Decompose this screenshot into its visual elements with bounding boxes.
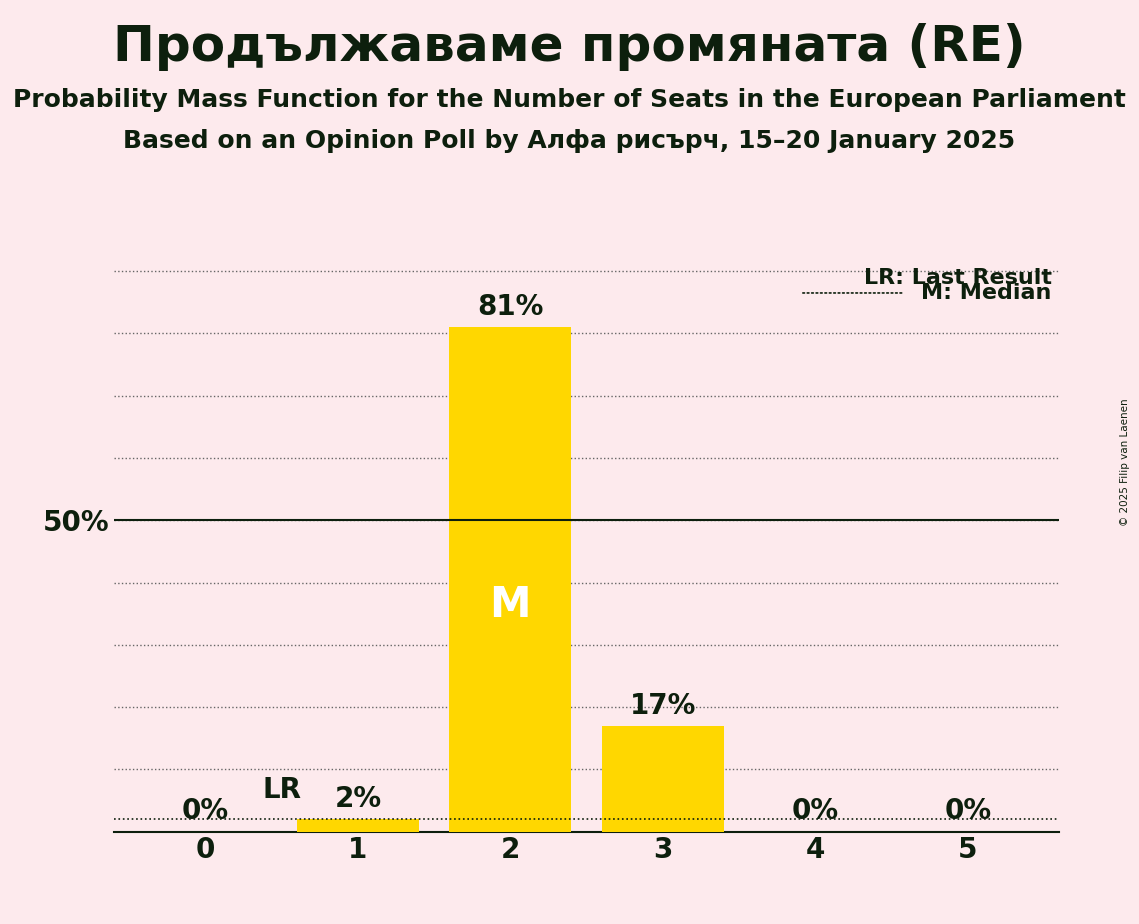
Text: © 2025 Filip van Laenen: © 2025 Filip van Laenen	[1120, 398, 1130, 526]
Text: 0%: 0%	[792, 797, 838, 825]
Text: LR: Last Result: LR: Last Result	[863, 268, 1051, 288]
Text: Probability Mass Function for the Number of Seats in the European Parliament: Probability Mass Function for the Number…	[13, 88, 1126, 112]
Text: 81%: 81%	[477, 293, 543, 321]
Text: Based on an Opinion Poll by Алфа рисърч, 15–20 January 2025: Based on an Opinion Poll by Алфа рисърч,…	[123, 129, 1016, 153]
Text: M: Median: M: Median	[921, 283, 1051, 303]
Text: 17%: 17%	[630, 691, 696, 720]
Text: LR: LR	[262, 775, 301, 804]
Text: 0%: 0%	[944, 797, 991, 825]
Text: 2%: 2%	[335, 784, 382, 813]
Bar	[601, 725, 723, 832]
Text: 0%: 0%	[182, 797, 229, 825]
Bar	[297, 820, 419, 832]
Text: M: M	[490, 584, 531, 626]
Bar	[450, 327, 572, 832]
Text: Продължаваме промяната (RE): Продължаваме промяната (RE)	[113, 23, 1026, 71]
